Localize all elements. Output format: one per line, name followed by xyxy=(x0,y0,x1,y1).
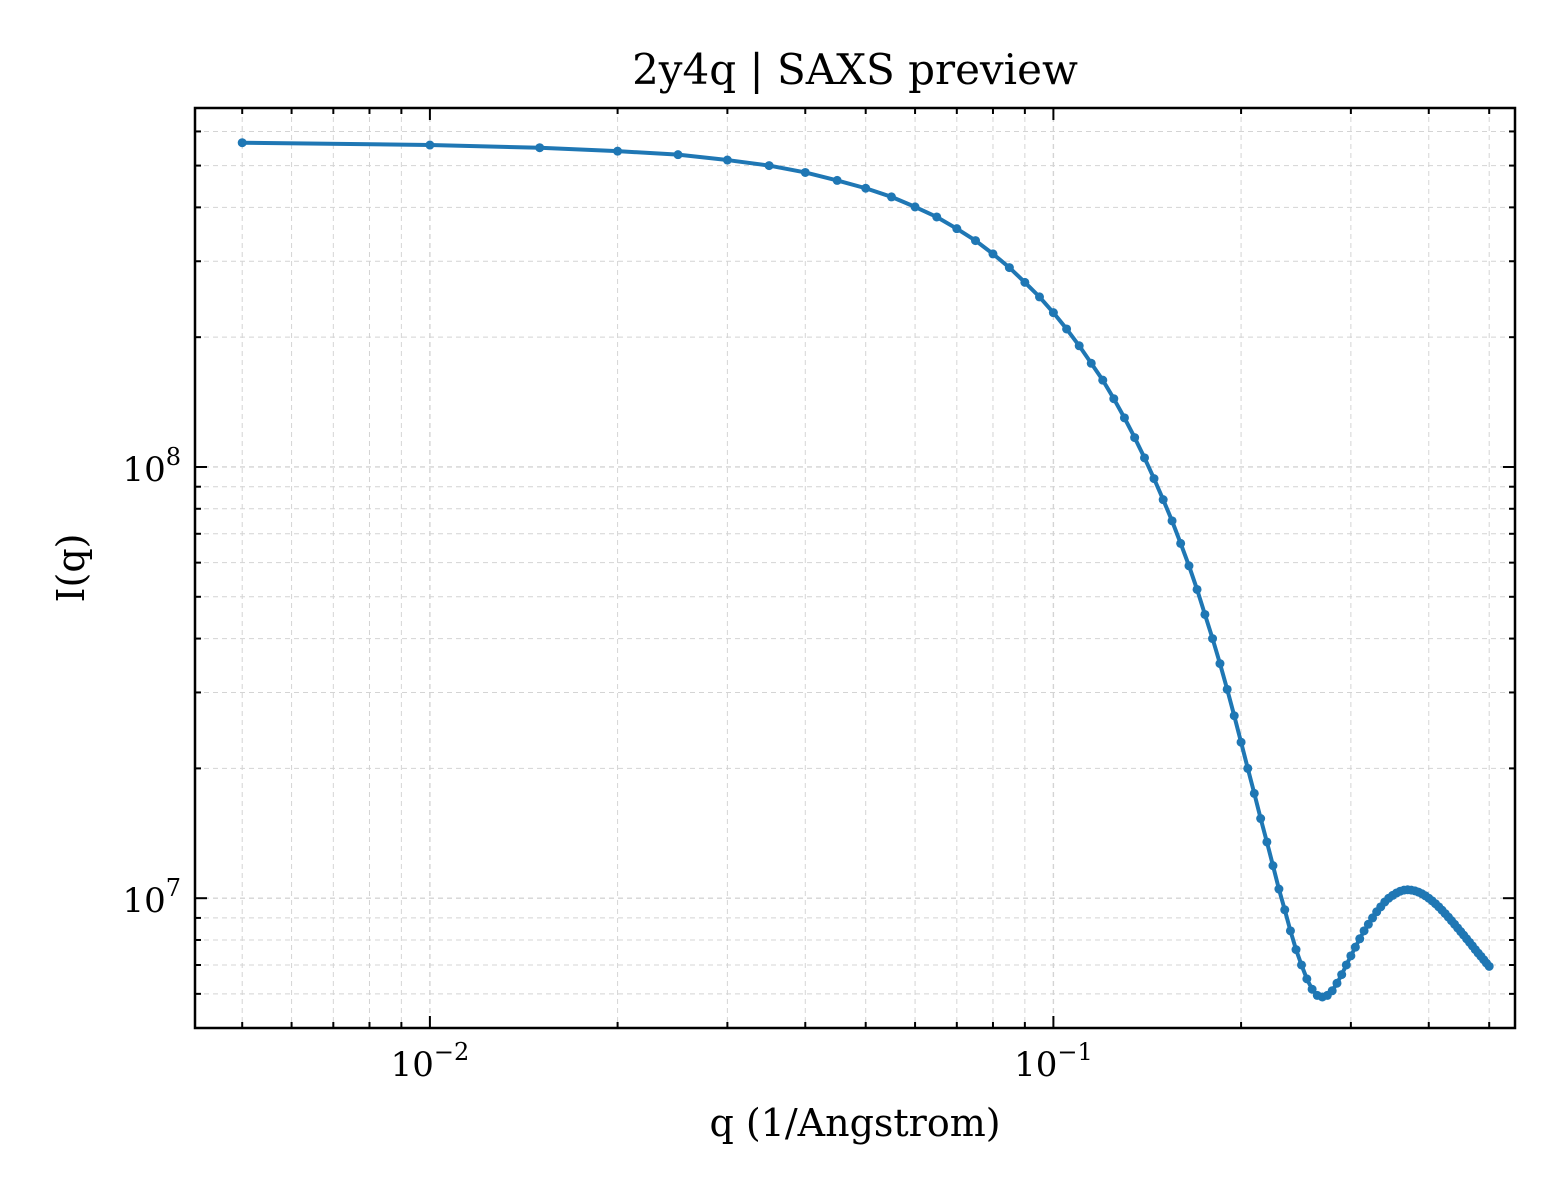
data-point xyxy=(1035,292,1044,302)
data-point xyxy=(1109,394,1119,404)
data-point xyxy=(952,224,962,234)
data-point xyxy=(1363,919,1373,929)
y-tick-label-base: 10 xyxy=(122,881,165,921)
series-layer xyxy=(237,138,1494,1002)
data-point xyxy=(1332,978,1342,988)
y-tick-label: 107 xyxy=(122,874,181,921)
x-tick-label-base: 10 xyxy=(1014,1045,1057,1085)
data-point xyxy=(1291,945,1301,955)
axis-ticks xyxy=(195,108,1515,1029)
data-point xyxy=(1192,584,1202,594)
data-point xyxy=(800,167,810,177)
data-point xyxy=(1086,358,1096,368)
data-point xyxy=(1249,788,1259,798)
y-tick-label-base: 10 xyxy=(122,450,165,490)
data-point xyxy=(1062,324,1072,334)
data-point xyxy=(1048,308,1058,318)
data-point xyxy=(425,140,435,150)
grid-lines xyxy=(195,108,1515,1029)
x-tick-label-exponent: −1 xyxy=(1057,1038,1092,1066)
y-tick-label-exponent: 7 xyxy=(166,874,181,902)
data-point xyxy=(1184,561,1194,571)
data-point xyxy=(764,161,774,171)
x-axis-label: q (1/Angstrom) xyxy=(709,1101,1000,1145)
y-tick-label-exponent: 8 xyxy=(166,443,181,471)
data-point xyxy=(1285,926,1295,936)
data-point xyxy=(1346,951,1356,961)
data-point xyxy=(1350,942,1360,952)
data-point xyxy=(673,150,683,160)
data-point xyxy=(237,138,247,148)
data-point xyxy=(1484,961,1494,971)
x-tick-label-base: 10 xyxy=(391,1045,434,1085)
data-point xyxy=(1274,884,1284,894)
y-axis-label: I(q) xyxy=(49,534,93,603)
x-tick-label: 10−2 xyxy=(391,1038,470,1085)
data-point xyxy=(887,192,897,202)
data-point xyxy=(1236,737,1246,747)
data-point xyxy=(613,146,623,156)
data-point xyxy=(1119,413,1129,423)
data-point xyxy=(1140,453,1149,463)
data-point xyxy=(910,202,920,212)
y-tick-label: 108 xyxy=(122,443,181,490)
data-point xyxy=(1020,277,1030,287)
data-point xyxy=(1074,341,1084,351)
data-point xyxy=(1215,659,1225,669)
data-point xyxy=(722,155,732,165)
data-point xyxy=(535,143,545,153)
data-point xyxy=(1268,861,1278,871)
data-point xyxy=(1158,495,1168,505)
data-point xyxy=(1256,814,1266,824)
x-tick-label-exponent: −2 xyxy=(434,1038,469,1066)
data-point xyxy=(1149,474,1159,484)
data-point xyxy=(1355,934,1365,944)
data-point xyxy=(1200,609,1210,619)
data-point xyxy=(1130,433,1140,443)
data-point xyxy=(1280,905,1290,915)
data-point xyxy=(970,236,980,246)
data-point xyxy=(1307,984,1317,994)
data-point xyxy=(1297,960,1306,970)
data-point xyxy=(1243,763,1253,773)
data-point xyxy=(1004,263,1014,273)
data-point xyxy=(861,183,871,193)
data-point xyxy=(1222,684,1232,694)
data-point xyxy=(1341,960,1351,970)
data-point xyxy=(832,175,842,185)
data-point xyxy=(1337,970,1347,980)
data-point xyxy=(1262,837,1272,847)
data-point xyxy=(1098,375,1108,385)
data-point xyxy=(1176,538,1186,548)
data-point xyxy=(988,249,998,259)
data-point xyxy=(932,212,942,222)
data-point xyxy=(1229,711,1239,721)
data-point xyxy=(1327,986,1337,996)
x-tick-label: 10−1 xyxy=(1014,1038,1093,1085)
data-point xyxy=(1208,634,1218,644)
data-point xyxy=(1302,974,1312,984)
chart-title: 2y4q | SAXS preview xyxy=(632,45,1078,94)
plot-frame xyxy=(193,106,1517,1030)
data-point xyxy=(1167,516,1177,526)
data-point xyxy=(1359,926,1369,936)
